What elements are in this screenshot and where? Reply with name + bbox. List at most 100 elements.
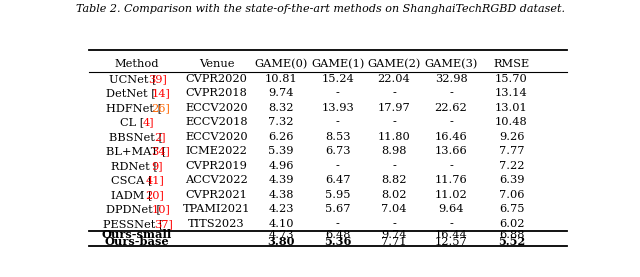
Text: CSCA [: CSCA [ bbox=[111, 175, 153, 185]
Text: CVPR2020: CVPR2020 bbox=[186, 74, 247, 84]
Text: 20]: 20] bbox=[145, 190, 164, 200]
Text: 4.23: 4.23 bbox=[268, 204, 294, 214]
Text: CVPR2021: CVPR2021 bbox=[186, 190, 247, 200]
Text: -: - bbox=[336, 88, 340, 98]
Text: 16.46: 16.46 bbox=[435, 132, 467, 142]
Text: 6.26: 6.26 bbox=[268, 132, 294, 142]
Text: 10.81: 10.81 bbox=[264, 74, 297, 84]
Text: 8.98: 8.98 bbox=[381, 147, 406, 157]
Text: CL [: CL [ bbox=[120, 117, 144, 127]
Text: DetNet [: DetNet [ bbox=[106, 88, 156, 98]
Text: 6.47: 6.47 bbox=[325, 175, 351, 185]
Text: 22.62: 22.62 bbox=[435, 103, 467, 113]
Text: 11.76: 11.76 bbox=[435, 175, 467, 185]
Text: 7.22: 7.22 bbox=[499, 161, 524, 171]
Text: 6.02: 6.02 bbox=[499, 219, 524, 229]
Text: 9.74: 9.74 bbox=[268, 88, 294, 98]
Text: 11.80: 11.80 bbox=[378, 132, 410, 142]
Text: 5.95: 5.95 bbox=[325, 190, 351, 200]
Text: 26]: 26] bbox=[151, 103, 170, 113]
Text: -: - bbox=[449, 88, 453, 98]
Text: 4.39: 4.39 bbox=[268, 175, 294, 185]
Text: GAME(0): GAME(0) bbox=[254, 59, 308, 69]
Text: 6.39: 6.39 bbox=[499, 175, 524, 185]
Text: ACCV2022: ACCV2022 bbox=[185, 175, 248, 185]
Text: 13.93: 13.93 bbox=[321, 103, 355, 113]
Text: 17.97: 17.97 bbox=[378, 103, 410, 113]
Text: 12.57: 12.57 bbox=[435, 237, 467, 247]
Text: ECCV2018: ECCV2018 bbox=[185, 117, 248, 127]
Text: -: - bbox=[336, 161, 340, 171]
Text: 7.32: 7.32 bbox=[268, 117, 294, 127]
Text: ECCV2020: ECCV2020 bbox=[185, 103, 248, 113]
Text: 2]: 2] bbox=[154, 132, 166, 142]
Text: 10]: 10] bbox=[151, 204, 170, 214]
Text: 16.44: 16.44 bbox=[435, 230, 467, 240]
Text: -: - bbox=[336, 219, 340, 229]
Text: 8.53: 8.53 bbox=[325, 132, 351, 142]
Text: 41]: 41] bbox=[145, 175, 164, 185]
Text: 9.26: 9.26 bbox=[499, 132, 524, 142]
Text: -: - bbox=[336, 117, 340, 127]
Text: Ours-small: Ours-small bbox=[102, 229, 172, 240]
Text: 14]: 14] bbox=[151, 88, 170, 98]
Text: 11.02: 11.02 bbox=[435, 190, 467, 200]
Text: 6.73: 6.73 bbox=[325, 147, 351, 157]
Text: 39]: 39] bbox=[148, 74, 167, 84]
Text: -: - bbox=[449, 161, 453, 171]
Text: HDFNet [: HDFNet [ bbox=[106, 103, 162, 113]
Text: Method: Method bbox=[115, 59, 159, 69]
Text: TPAMI2021: TPAMI2021 bbox=[182, 204, 250, 214]
Text: Ours-base: Ours-base bbox=[105, 237, 170, 247]
Text: 32.98: 32.98 bbox=[435, 74, 467, 84]
Text: RMSE: RMSE bbox=[493, 59, 529, 69]
Text: 5.39: 5.39 bbox=[268, 147, 294, 157]
Text: GAME(3): GAME(3) bbox=[424, 59, 477, 69]
Text: ECCV2020: ECCV2020 bbox=[185, 132, 248, 142]
Text: UCNet [: UCNet [ bbox=[109, 74, 156, 84]
Text: GAME(2): GAME(2) bbox=[367, 59, 420, 69]
Text: BL+MAT [: BL+MAT [ bbox=[106, 147, 166, 157]
Text: 13.14: 13.14 bbox=[495, 88, 528, 98]
Text: 5.36: 5.36 bbox=[324, 237, 351, 247]
Text: 5.52: 5.52 bbox=[498, 237, 525, 247]
Text: 13.66: 13.66 bbox=[435, 147, 467, 157]
Text: IADM [: IADM [ bbox=[111, 190, 153, 200]
Text: Venue: Venue bbox=[198, 59, 234, 69]
Text: 9.64: 9.64 bbox=[438, 204, 464, 214]
Text: 4.10: 4.10 bbox=[268, 219, 294, 229]
Text: -: - bbox=[392, 117, 396, 127]
Text: 7.71: 7.71 bbox=[381, 237, 406, 247]
Text: PESSNet [: PESSNet [ bbox=[103, 219, 163, 229]
Text: -: - bbox=[392, 219, 396, 229]
Text: 9]: 9] bbox=[151, 161, 163, 171]
Text: 6.75: 6.75 bbox=[499, 204, 524, 214]
Text: ICME2022: ICME2022 bbox=[186, 147, 247, 157]
Text: 7.06: 7.06 bbox=[499, 190, 524, 200]
Text: Table 2. Comparison with the state-of-the-art methods on ShanghaiTechRGBD datase: Table 2. Comparison with the state-of-th… bbox=[76, 4, 564, 14]
Text: 13.01: 13.01 bbox=[495, 103, 528, 113]
Text: TITS2023: TITS2023 bbox=[188, 219, 244, 229]
Text: 4]: 4] bbox=[143, 117, 154, 127]
Text: 7.04: 7.04 bbox=[381, 204, 406, 214]
Text: BBSNet [: BBSNet [ bbox=[109, 132, 163, 142]
Text: GAME(1): GAME(1) bbox=[311, 59, 365, 69]
Text: 3.80: 3.80 bbox=[267, 237, 294, 247]
Text: CVPR2018: CVPR2018 bbox=[186, 88, 247, 98]
Text: 7.77: 7.77 bbox=[499, 147, 524, 157]
Text: RDNet [: RDNet [ bbox=[111, 161, 158, 171]
Text: 9.74: 9.74 bbox=[381, 230, 406, 240]
Text: 5.67: 5.67 bbox=[325, 204, 351, 214]
Text: 15.70: 15.70 bbox=[495, 74, 528, 84]
Text: 4.96: 4.96 bbox=[268, 161, 294, 171]
Text: 4.73: 4.73 bbox=[268, 230, 294, 240]
Text: 22.04: 22.04 bbox=[378, 74, 410, 84]
Text: 8.82: 8.82 bbox=[381, 175, 406, 185]
Text: -: - bbox=[449, 219, 453, 229]
Text: -: - bbox=[449, 117, 453, 127]
Text: -: - bbox=[392, 88, 396, 98]
Text: 37]: 37] bbox=[154, 219, 173, 229]
Text: 6.88: 6.88 bbox=[499, 230, 524, 240]
Text: DPDNet [: DPDNet [ bbox=[106, 204, 161, 214]
Text: -: - bbox=[392, 161, 396, 171]
